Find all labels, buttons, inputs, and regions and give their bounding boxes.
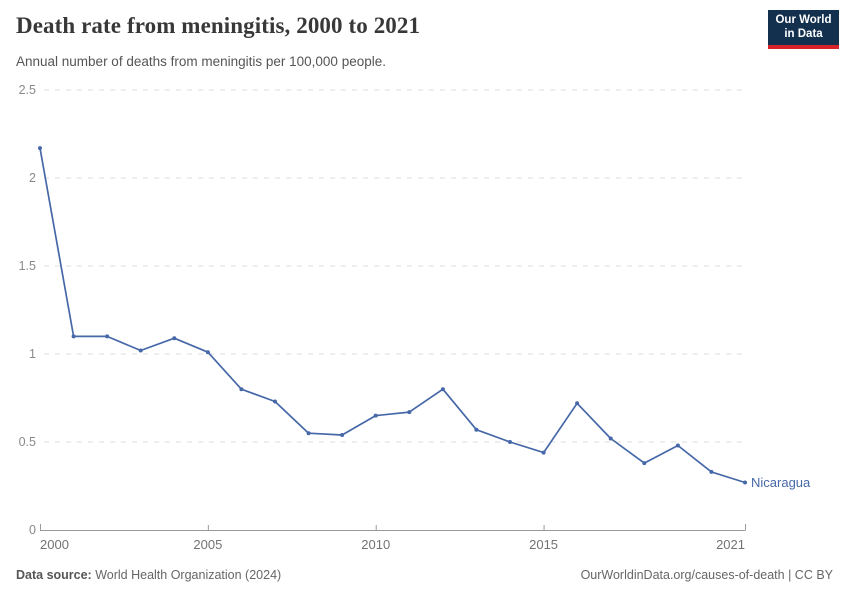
data-point — [407, 410, 412, 415]
data-point — [440, 387, 445, 392]
data-point — [172, 336, 177, 341]
x-tick-label: 2015 — [529, 537, 558, 552]
data-point — [71, 334, 76, 339]
data-source: Data source: World Health Organization (… — [16, 568, 281, 582]
x-tick-label: 2005 — [193, 537, 222, 552]
chart-title: Death rate from meningitis, 2000 to 2021 — [16, 13, 421, 38]
data-point — [273, 399, 277, 404]
data-point — [138, 348, 143, 353]
data-point — [373, 413, 378, 418]
data-point — [608, 436, 613, 441]
data-point — [239, 387, 244, 392]
data-point — [474, 427, 479, 432]
series-label[interactable]: Nicaragua — [751, 475, 811, 490]
series-line — [39, 147, 746, 484]
data-source-label: Data source: — [16, 568, 92, 582]
owid-logo-line2: in Data — [784, 27, 823, 40]
x-tick-label: 2021 — [716, 537, 745, 552]
data-point — [105, 334, 110, 339]
owid-logo-line1: Our World — [775, 13, 832, 26]
data-point — [642, 461, 647, 466]
data-point — [743, 480, 747, 485]
data-point — [306, 431, 311, 436]
owid-logo[interactable]: Our World in Data — [768, 10, 839, 49]
data-source-text: World Health Organization (2024) — [91, 568, 282, 582]
data-point — [38, 146, 42, 151]
y-tick-label: 1 — [29, 347, 36, 361]
data-point — [205, 350, 210, 355]
x-tick-label: 2000 — [40, 537, 69, 552]
x-tick-label: 2010 — [361, 537, 390, 552]
data-point — [541, 450, 546, 455]
y-tick-label: 1.5 — [19, 259, 36, 273]
chart-subtitle: Annual number of deaths from meningitis … — [16, 54, 386, 69]
data-point — [675, 443, 680, 448]
y-tick-label: 2 — [29, 171, 36, 185]
y-tick-label: 0.5 — [19, 435, 36, 449]
line-chart-canvas[interactable]: 0 0.5 1 1.5 2 2.5 2000 2005 2010 2015 2021 Nicaragu… — [0, 0, 850, 560]
y-tick-label: 0 — [29, 523, 36, 537]
data-point — [575, 401, 580, 406]
chart-footer: Data source: World Health Organization (… — [16, 568, 833, 582]
credit-link[interactable]: OurWorldinData.org/causes-of-death | CC … — [580, 568, 833, 582]
data-point — [709, 469, 714, 474]
data-point — [508, 440, 512, 444]
y-tick-label: 2.5 — [19, 83, 36, 97]
data-point — [340, 433, 345, 437]
